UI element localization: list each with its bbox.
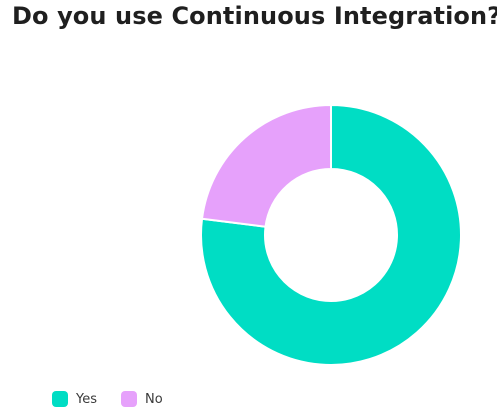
legend-item-no[interactable]: No [121,391,163,407]
chart-title: Do you use Continuous Integration? [12,2,497,30]
slice-no[interactable] [200,103,332,228]
legend-label-no: No [145,391,163,407]
legend-swatch-yes [52,391,68,407]
legend-swatch-no [121,391,137,407]
slice-yes[interactable] [200,103,462,366]
legend-item-yes[interactable]: Yes [52,391,97,407]
legend: Yes No [52,391,163,407]
legend-label-yes: Yes [76,391,97,407]
